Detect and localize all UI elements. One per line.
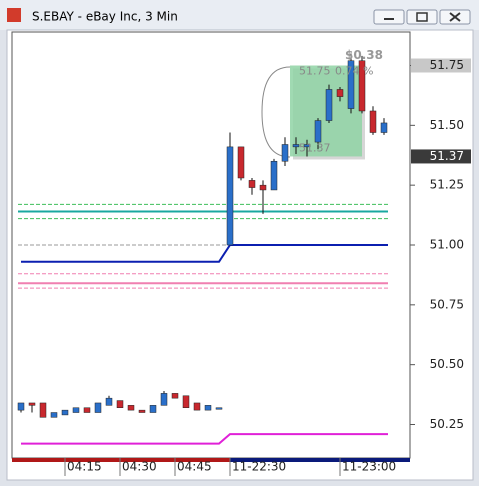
x-tick-label: 04:45 <box>177 460 212 474</box>
y-tick-label: 50.25 <box>430 417 464 431</box>
y-tick-label: 50.75 <box>430 297 464 311</box>
candle-body <box>28 402 36 406</box>
measure-percent: 0.74 % <box>335 65 373 78</box>
minimize-button[interactable] <box>373 9 405 25</box>
candle-body <box>336 89 344 97</box>
candle-body <box>215 407 223 410</box>
x-tick-label: 11-22:30 <box>232 460 286 474</box>
candle-body <box>17 402 25 411</box>
y-tick-label: 50.50 <box>430 357 464 371</box>
candle-body <box>116 400 124 408</box>
candle-body <box>380 122 388 133</box>
price-marker-label: 51.75 <box>430 58 464 72</box>
price-marker-box <box>411 149 471 164</box>
candle-body <box>94 402 102 413</box>
candle-body <box>160 393 168 406</box>
session-bar-previous <box>12 458 230 462</box>
candle-body <box>193 402 201 411</box>
candle-body <box>105 397 113 406</box>
candle-body <box>204 405 212 411</box>
measure-low-label: 51.37 <box>299 141 331 154</box>
candle-body <box>149 405 157 413</box>
candle-body <box>39 402 47 418</box>
candle-body <box>369 110 377 133</box>
session-bar-current <box>230 458 410 462</box>
candle-body <box>61 409 69 416</box>
candle-body <box>72 407 80 413</box>
maximize-button[interactable] <box>406 9 438 25</box>
candle-body <box>270 160 278 191</box>
y-tick-label: 51.25 <box>430 178 464 192</box>
candle-body <box>303 144 311 148</box>
maximize-icon <box>416 12 428 22</box>
candle-body <box>281 144 289 162</box>
price-marker-box <box>411 58 471 73</box>
candle-body <box>226 146 234 246</box>
candle-body <box>259 184 267 191</box>
x-tick-label: 11-23:00 <box>342 460 396 474</box>
candle-body <box>171 393 179 399</box>
x-tick-label: 04:15 <box>67 460 102 474</box>
candle-body <box>248 180 256 188</box>
candle-body <box>127 405 135 411</box>
close-icon <box>449 12 461 22</box>
price-marker-label: 51.37 <box>430 149 464 163</box>
candle-body <box>292 144 300 148</box>
measure-high-label: 51.75 <box>299 65 331 78</box>
indicator-line <box>21 244 388 263</box>
candle-body <box>138 409 146 413</box>
y-tick-label: 51.00 <box>430 238 464 252</box>
candle-body <box>50 412 58 418</box>
y-tick-label: 51.50 <box>430 118 464 132</box>
window-title: S.EBAY - eBay Inc, 3 Min <box>32 10 178 24</box>
app-icon <box>7 8 21 22</box>
measure-bracket <box>261 66 291 158</box>
x-tick-label: 04:30 <box>122 460 157 474</box>
candle-body <box>83 407 91 413</box>
measure-change: $0.38 <box>345 48 383 62</box>
candle-body <box>325 89 333 121</box>
candle-body <box>237 146 245 179</box>
indicator-line <box>21 433 388 445</box>
candle-body <box>182 395 190 408</box>
candle-body <box>358 60 366 112</box>
candle-body <box>314 120 322 143</box>
candle-body <box>347 60 355 109</box>
